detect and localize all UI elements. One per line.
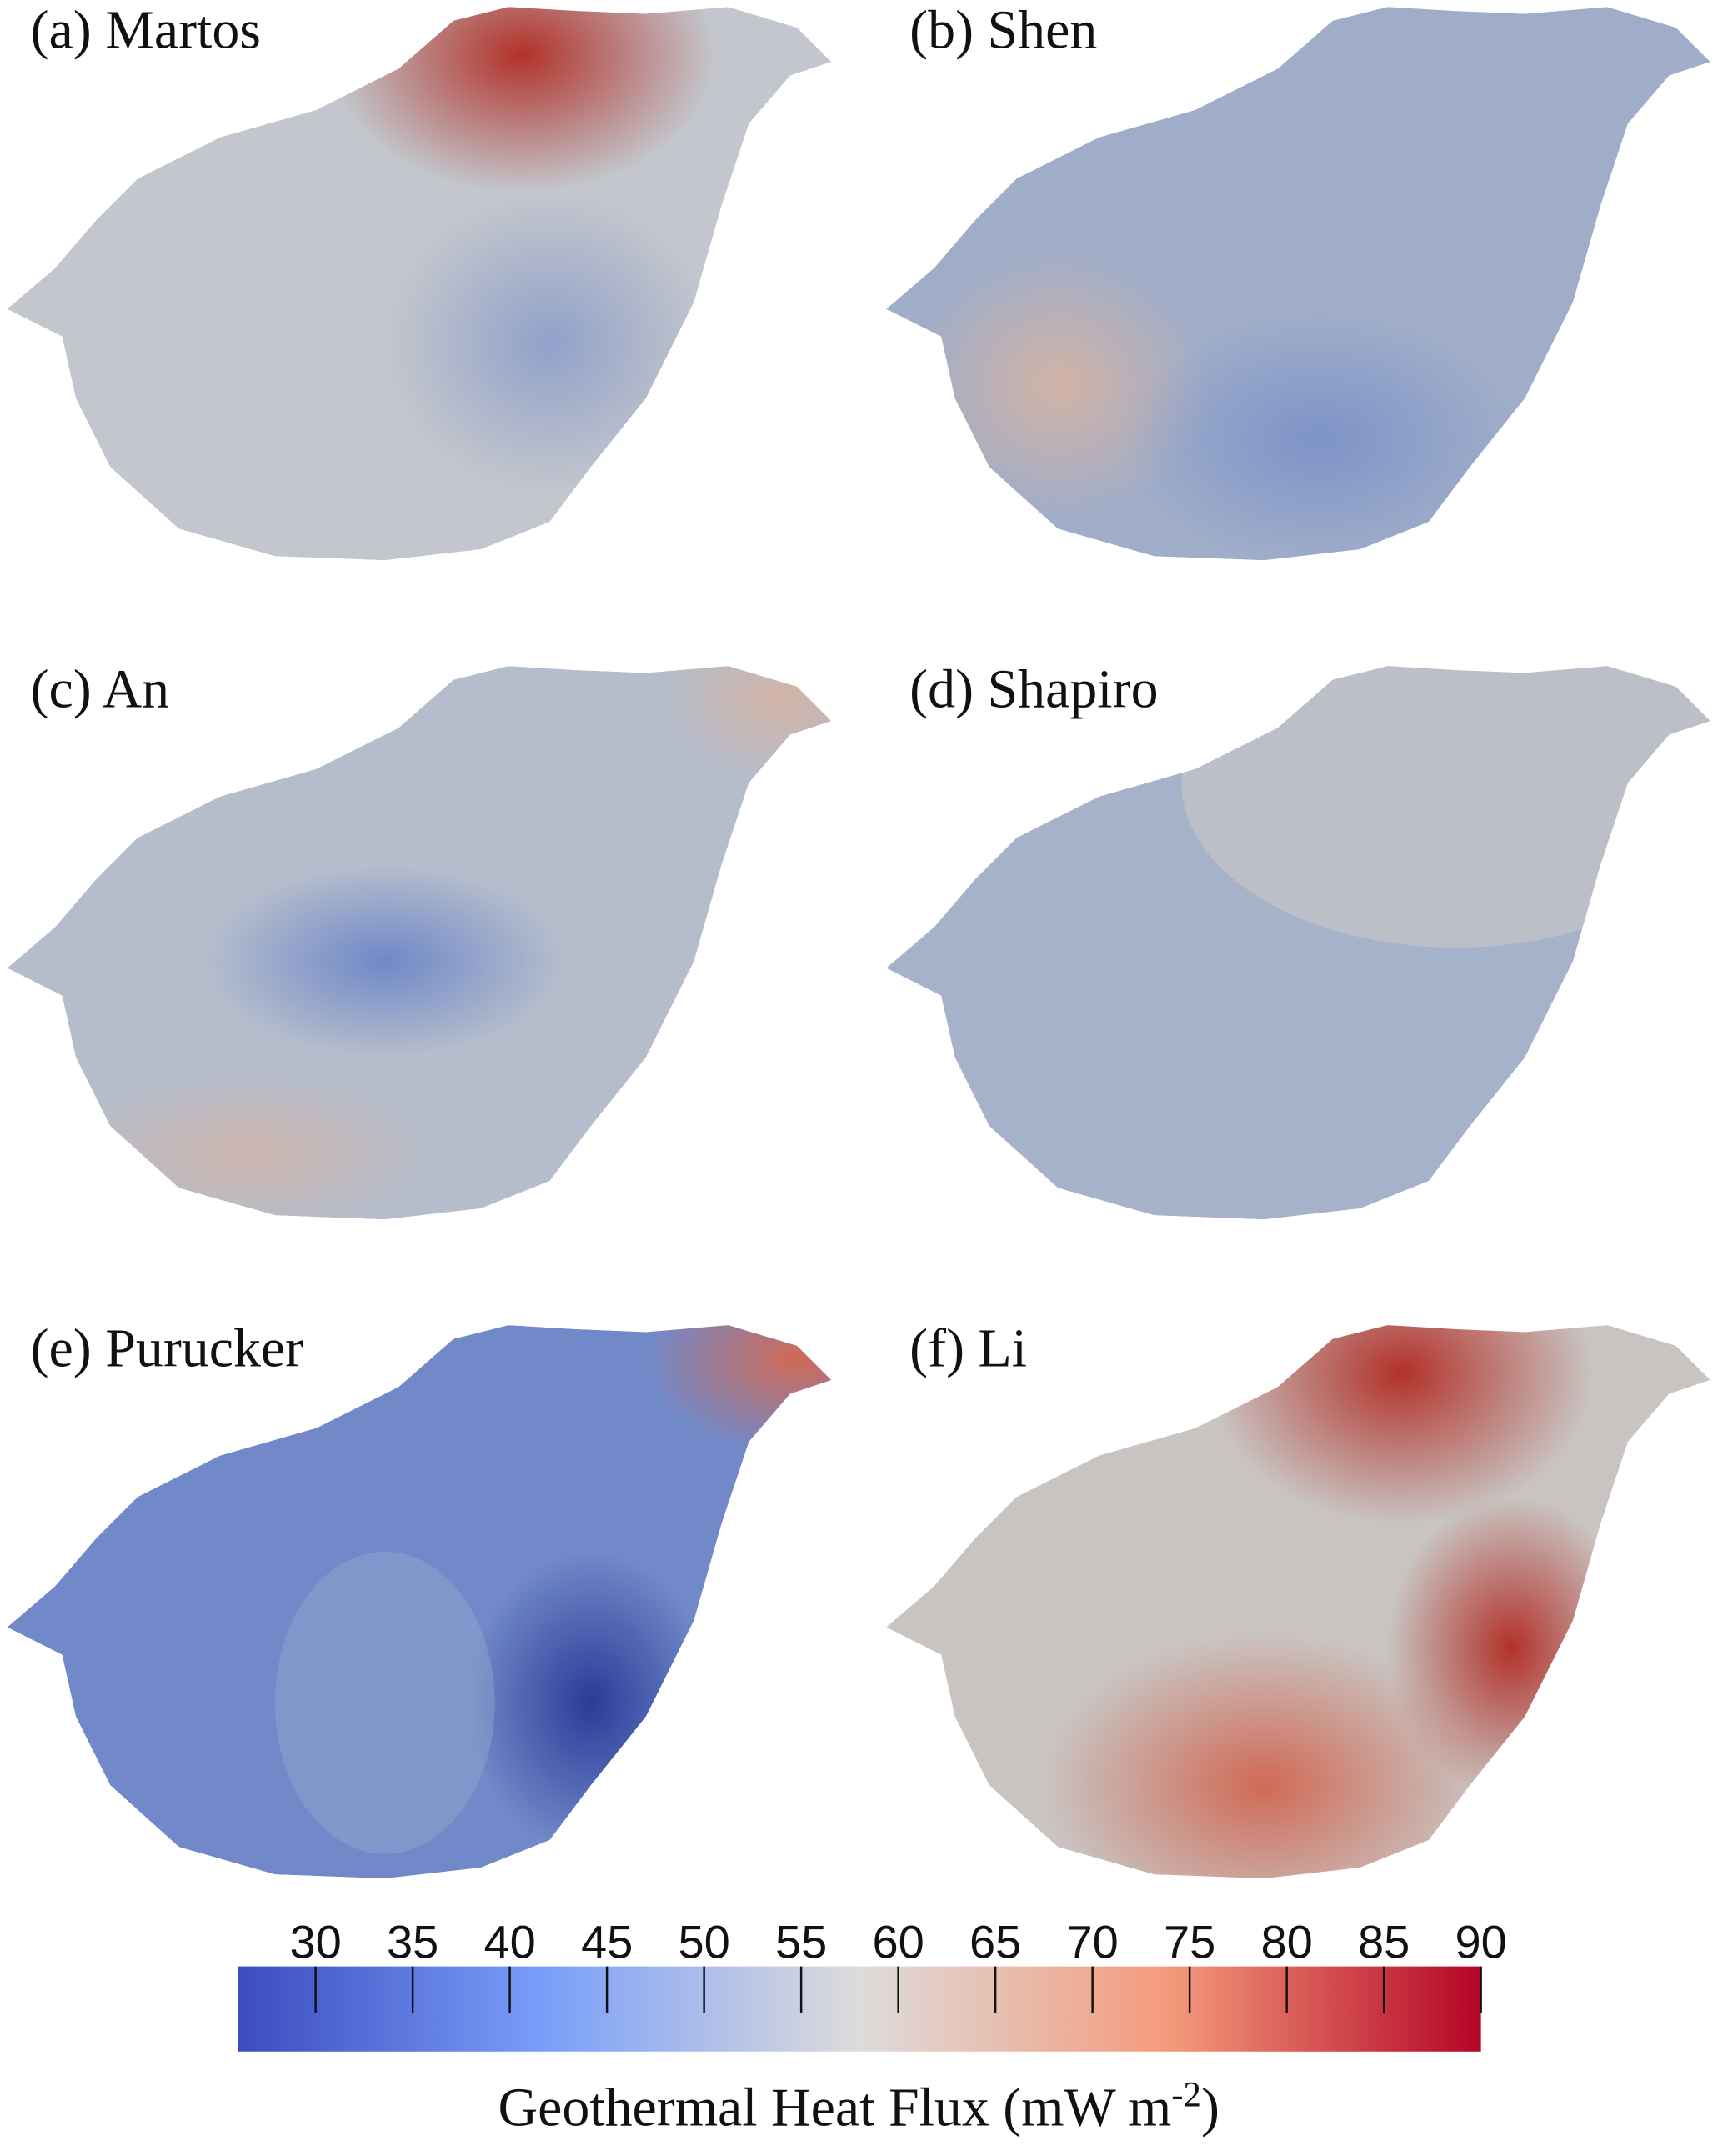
tick-label: 75	[1164, 1916, 1215, 1968]
panel-title: (a) Martos	[31, 0, 261, 61]
tick-label: 80	[1260, 1916, 1312, 1968]
map-panel: (f) Li	[886, 1318, 1710, 1879]
map-panel: (e) Purucker	[7, 1318, 832, 1879]
tick-label: 85	[1358, 1916, 1410, 1968]
map-panel: (a) Martos	[7, 0, 832, 561]
tick-label: 70	[1066, 1916, 1118, 1968]
map-panel: (b) Shen	[886, 0, 1710, 561]
map-panel: (d) Shapiro	[886, 659, 1710, 1220]
colorbar-label: Geothermal Heat Flux (mW m-2)	[498, 2076, 1219, 2138]
colorbar: Geothermal Heat Flux (mW m-2) 30 35 40 45 50…	[238, 1916, 1507, 2138]
tick-label: 90	[1455, 1916, 1506, 1968]
colorbar-scale	[238, 1966, 1481, 2052]
tick-label: 45	[581, 1916, 633, 1968]
panel-title: (d) Shapiro	[909, 659, 1158, 720]
panel-title: (e) Purucker	[31, 1318, 304, 1379]
panel-title: (f) Li	[909, 1318, 1027, 1379]
panel-title: (b) Shen	[909, 0, 1097, 61]
tick-label: 55	[775, 1916, 827, 1968]
tick-label: 65	[969, 1916, 1021, 1968]
tick-label: 60	[872, 1916, 924, 1968]
panel-title: (c) An	[31, 659, 170, 720]
tick-label: 30	[289, 1916, 341, 1968]
tick-label: 40	[483, 1916, 535, 1968]
tick-label: 50	[678, 1916, 729, 1968]
tick-label: 35	[387, 1916, 438, 1968]
map-panel: (c) An	[7, 659, 832, 1220]
